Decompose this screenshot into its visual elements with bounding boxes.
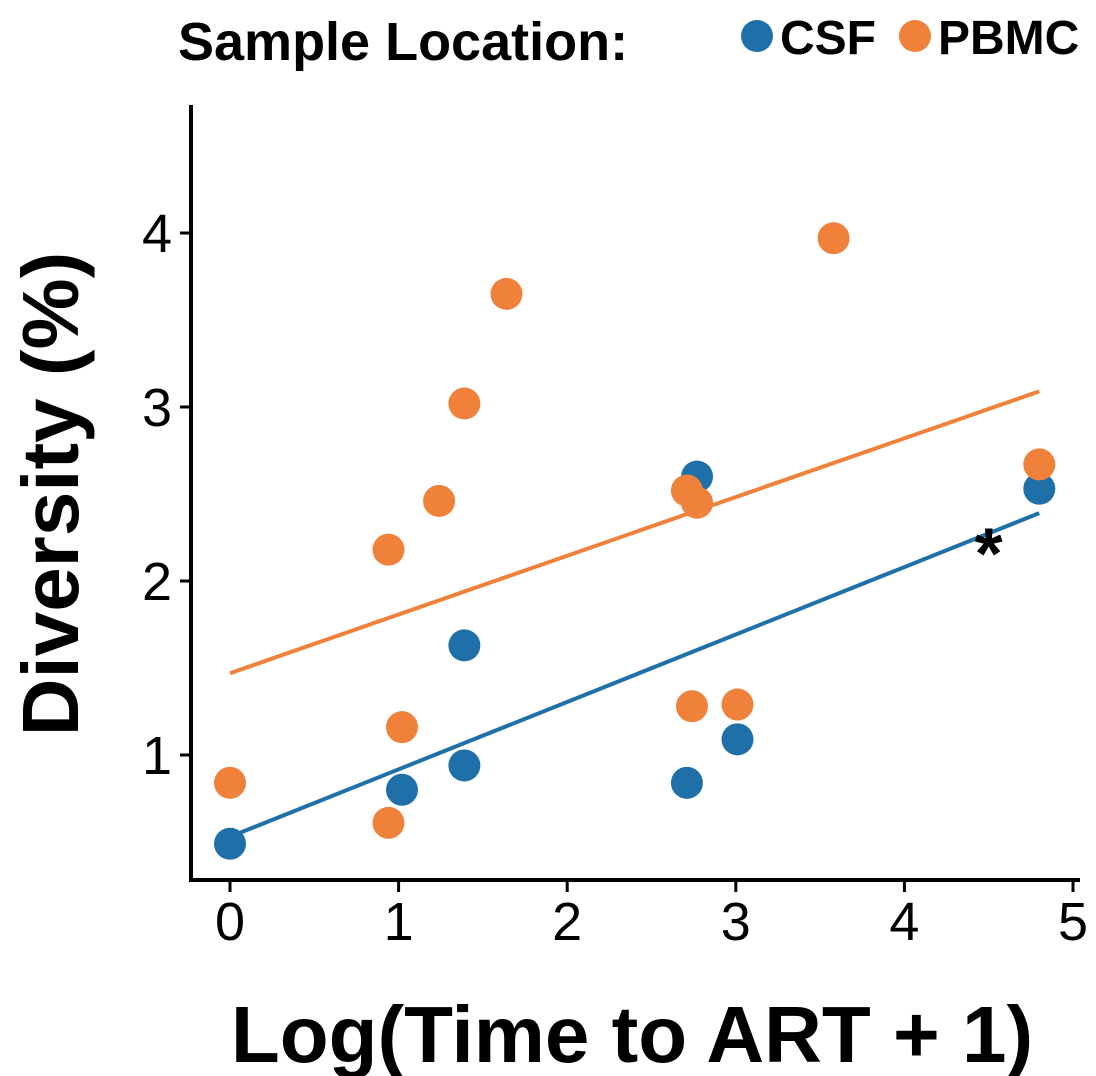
- data-point-csf: [214, 827, 246, 860]
- legend: Sample Location: CSF PBMC: [178, 12, 1079, 72]
- x-tick-label: 5: [1058, 892, 1088, 952]
- data-point-pbmc: [423, 484, 456, 517]
- significance-marker: *: [975, 514, 1003, 594]
- fit-line-csf: [229, 511, 1041, 839]
- x-axis-title: Log(Time to ART + 1): [231, 990, 1033, 1076]
- y-axis-title: Diversity (%): [6, 252, 95, 737]
- y-tick-label: 1: [142, 726, 172, 786]
- data-points: [214, 222, 1056, 860]
- data-point-pbmc: [490, 277, 523, 310]
- x-tick-label: 0: [215, 892, 245, 952]
- data-point-pbmc: [385, 711, 418, 744]
- data-point-csf: [670, 766, 703, 799]
- fit-lines: [229, 389, 1041, 839]
- data-point-pbmc: [372, 806, 405, 839]
- legend-item-pbmc: PBMC: [899, 12, 1079, 65]
- y-tick-label: 3: [142, 378, 172, 438]
- data-point-csf: [385, 773, 418, 806]
- data-point-csf: [1023, 472, 1056, 505]
- legend-item-csf: CSF: [741, 12, 876, 65]
- x-tick-label: 3: [721, 892, 751, 952]
- legend-title: Sample Location:: [178, 12, 628, 72]
- legend-swatch-csf: [741, 20, 773, 52]
- x-ticks: 0 1 2 3 4 5: [215, 880, 1088, 952]
- axes: [189, 105, 1080, 882]
- data-point-pbmc: [448, 387, 481, 420]
- data-point-pbmc: [681, 486, 714, 519]
- x-tick-label: 2: [552, 892, 582, 952]
- y-tick-label: 4: [142, 204, 172, 264]
- x-tick-label: 1: [384, 892, 414, 952]
- fit-line-pbmc: [229, 389, 1040, 676]
- x-tick-label: 4: [889, 892, 919, 952]
- data-point-pbmc: [1023, 448, 1056, 481]
- data-point-csf: [448, 749, 481, 782]
- legend-label-pbmc: PBMC: [938, 12, 1079, 65]
- data-point-pbmc: [721, 688, 754, 721]
- data-point-csf: [721, 723, 754, 756]
- data-point-pbmc: [675, 690, 708, 723]
- data-point-pbmc: [372, 533, 405, 566]
- legend-swatch-pbmc: [899, 20, 931, 52]
- y-ticks: 1 2 3 4: [142, 204, 191, 786]
- data-point-csf: [448, 629, 481, 662]
- data-point-pbmc: [214, 766, 246, 799]
- legend-label-csf: CSF: [780, 12, 876, 65]
- y-tick-label: 2: [142, 552, 172, 612]
- data-point-pbmc: [817, 222, 850, 255]
